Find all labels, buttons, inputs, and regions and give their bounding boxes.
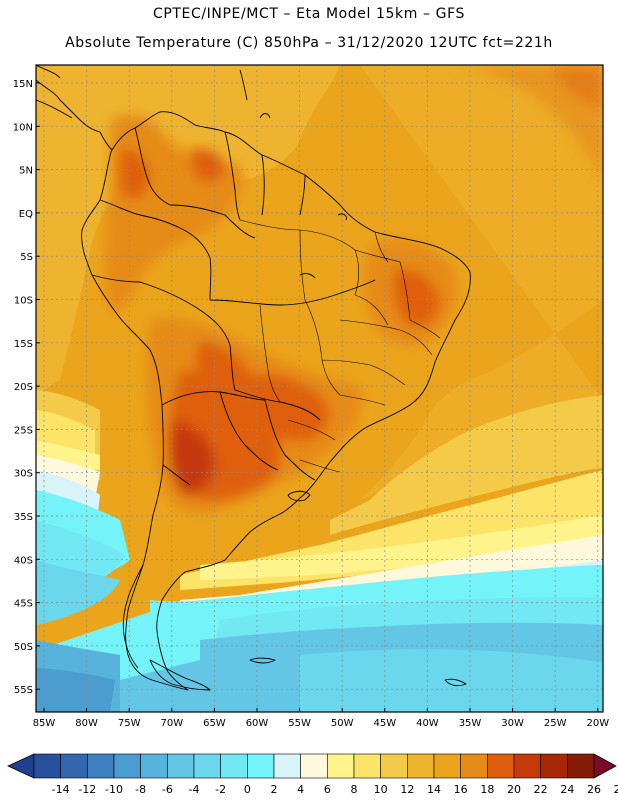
colorbar-label: -4 — [189, 783, 200, 796]
colorbar-swatch — [167, 753, 195, 779]
colorbar-swatch — [300, 753, 328, 779]
colorbar-label: 24 — [560, 783, 574, 796]
lat-label: 10S — [14, 296, 33, 307]
south-america-outline — [81, 111, 471, 691]
colorbar-swatch — [540, 753, 568, 779]
colorbar-label: 20 — [507, 783, 521, 796]
lon-label: 75W — [118, 718, 141, 729]
colorbar-left-triangle — [7, 753, 35, 779]
colorbar-label: -12 — [78, 783, 96, 796]
lon-label: 30W — [501, 718, 524, 729]
field-10-12 — [200, 515, 603, 580]
lat-label: 5S — [20, 252, 33, 263]
lat-label: 50S — [14, 642, 33, 653]
field-0-2 — [36, 560, 120, 625]
colorbar-swatch — [460, 753, 488, 779]
colorbar-label: 2 — [271, 783, 278, 796]
colorbar-swatch — [113, 753, 141, 779]
colorbar-swatch — [247, 753, 275, 779]
lon-label: 20W — [586, 718, 609, 729]
colorbar-label: 18 — [480, 783, 494, 796]
colorbar-swatch — [193, 753, 221, 779]
colorbar-label: -6 — [162, 783, 173, 796]
map-frame — [35, 64, 604, 713]
lon-label: 55W — [288, 718, 311, 729]
colorbar-swatch — [567, 753, 595, 779]
lat-label: 15N — [13, 79, 33, 90]
colorbar-swatch — [220, 753, 248, 779]
colorbar-swatch — [380, 753, 408, 779]
lon-label: 80W — [75, 718, 98, 729]
lat-label: 35S — [14, 512, 33, 523]
colorbar-swatch — [60, 753, 88, 779]
colorbar-swatch — [140, 753, 168, 779]
lon-label: 60W — [246, 718, 269, 729]
lat-label: 25S — [14, 425, 33, 436]
latitude-labels: 15N 10N 5N EQ 5S 10S 15S 20S 25S 30S 35S 40S 45S 50S 5… — [13, 79, 40, 696]
lat-label: EQ — [19, 209, 33, 220]
lat-label: 55S — [14, 685, 33, 696]
colorbar-label: 10 — [374, 783, 388, 796]
colorbar-label: 14 — [427, 783, 441, 796]
lon-label: 70W — [160, 718, 183, 729]
colorbar-swatch — [407, 753, 435, 779]
lon-label: 65W — [203, 718, 226, 729]
lat-label: 45S — [14, 599, 33, 610]
lat-label: 20S — [14, 382, 33, 393]
lon-label: 35W — [459, 718, 482, 729]
colorbar-label: 4 — [297, 783, 304, 796]
colorbar-label: 28 — [614, 783, 618, 796]
colorbar-right-triangle — [593, 753, 617, 779]
colorbar-swatch — [487, 753, 515, 779]
colorbar-swatch — [433, 753, 461, 779]
colorbar-label: 6 — [324, 783, 331, 796]
lat-label: 30S — [14, 469, 33, 480]
lon-label: 25W — [544, 718, 567, 729]
coastlines-borders — [36, 65, 471, 691]
colorbar-label: -10 — [105, 783, 123, 796]
lat-label: 15S — [14, 339, 33, 350]
state-borders — [239, 219, 441, 473]
colorbar-swatch — [327, 753, 355, 779]
central-america-outline — [36, 65, 113, 151]
lat-label: 40S — [14, 555, 33, 566]
lon-label: 85W — [33, 718, 56, 729]
lon-label: 40W — [416, 718, 439, 729]
colorbar-swatch — [273, 753, 301, 779]
colorbar-swatch — [87, 753, 115, 779]
colorbar-swatch — [353, 753, 381, 779]
colorbar-label: 22 — [534, 783, 548, 796]
colorbar-label: 26 — [587, 783, 601, 796]
colorbar-label: 12 — [400, 783, 414, 796]
colorbar-label: -2 — [215, 783, 226, 796]
colorbar-swatch — [33, 753, 61, 779]
colorbar-label: 0 — [244, 783, 251, 796]
chart-title-line1: CPTEC/INPE/MCT – Eta Model 15km – GFS — [152, 6, 466, 22]
colorbar-label: -14 — [52, 783, 70, 796]
lon-label: 50W — [331, 718, 354, 729]
colorbar-label: 16 — [454, 783, 468, 796]
chart-title-line2: Absolute Temperature (C) 850hPa – 31/12/… — [65, 35, 553, 51]
colorbar-swatch — [513, 753, 541, 779]
colorbar-label: -8 — [135, 783, 146, 796]
colorbar: -14 -12 -10 -8 -6 -4 -2 0 2 4 6 8 10 12 14 16 18 20 22 24 26… — [7, 753, 618, 796]
longitude-labels: 85W 80W 75W 70W 65W 60W 55W 50W 45W 40W 35W 30W 25W 2… — [33, 708, 609, 729]
lon-label: 45W — [373, 718, 396, 729]
colorbar-label: 8 — [351, 783, 358, 796]
temperature-field — [36, 65, 603, 712]
lat-label: 5N — [19, 166, 33, 177]
lat-label: 10N — [13, 122, 33, 133]
